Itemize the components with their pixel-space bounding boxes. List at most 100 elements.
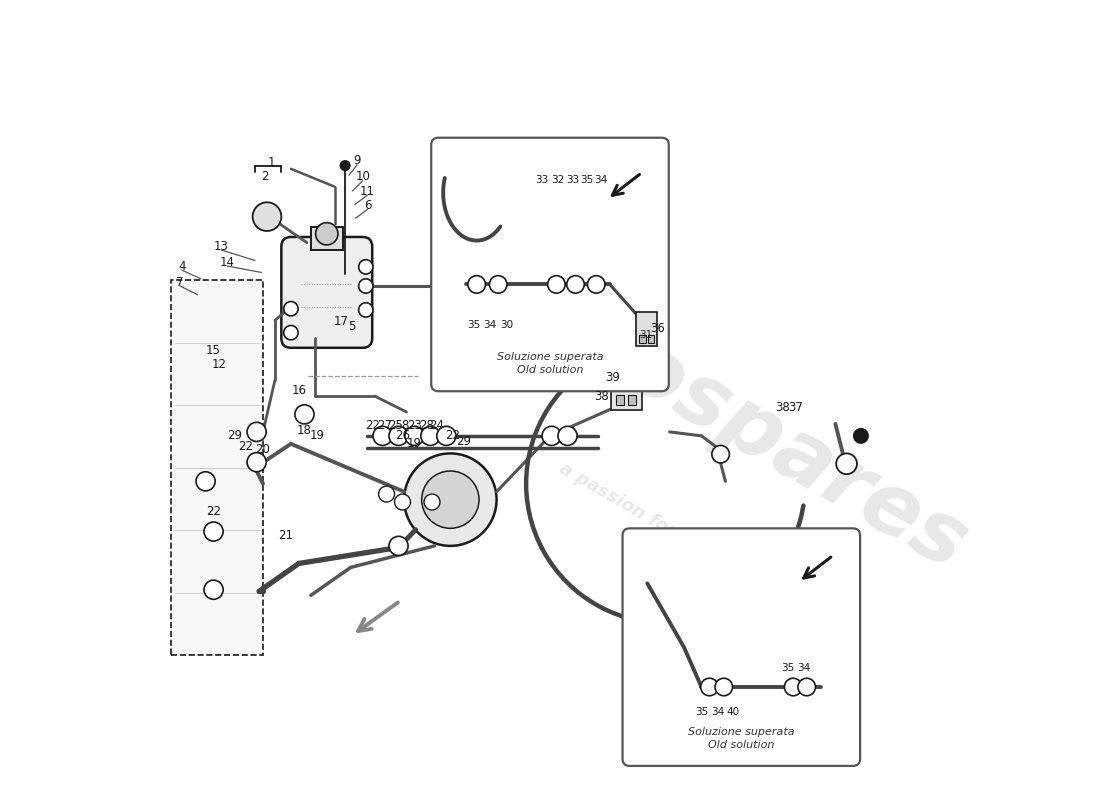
FancyBboxPatch shape <box>623 528 860 766</box>
Circle shape <box>852 428 869 444</box>
Bar <box>172 281 263 655</box>
Text: 17: 17 <box>333 315 349 328</box>
FancyBboxPatch shape <box>431 138 669 391</box>
Text: Old solution: Old solution <box>517 365 583 375</box>
Circle shape <box>558 426 578 446</box>
Text: 34: 34 <box>594 175 607 185</box>
Text: 14: 14 <box>220 256 234 270</box>
Circle shape <box>248 453 266 472</box>
Bar <box>612 376 641 410</box>
Text: 29: 29 <box>456 435 472 448</box>
Text: 22: 22 <box>206 505 221 518</box>
Circle shape <box>359 260 373 274</box>
Text: 35: 35 <box>466 320 480 330</box>
Bar <box>609 307 651 362</box>
Text: 2: 2 <box>261 170 268 183</box>
Text: 30: 30 <box>500 320 514 330</box>
Circle shape <box>836 454 857 474</box>
Text: 11: 11 <box>360 185 375 198</box>
Text: 25: 25 <box>388 419 403 432</box>
Circle shape <box>248 422 266 442</box>
Circle shape <box>798 678 815 696</box>
Circle shape <box>437 426 455 446</box>
Text: 35: 35 <box>695 707 708 717</box>
Text: 27: 27 <box>376 419 392 432</box>
Text: 6: 6 <box>364 199 371 212</box>
Circle shape <box>204 522 223 541</box>
Text: 28: 28 <box>419 419 433 432</box>
Circle shape <box>405 426 424 446</box>
Text: 5: 5 <box>349 320 356 333</box>
Circle shape <box>784 678 802 696</box>
Text: 36: 36 <box>650 322 666 334</box>
Circle shape <box>340 160 351 171</box>
Circle shape <box>378 486 395 502</box>
Bar <box>636 312 657 346</box>
Circle shape <box>316 222 338 245</box>
Bar <box>648 334 654 342</box>
Text: 20: 20 <box>255 443 271 456</box>
Text: 9: 9 <box>353 154 361 167</box>
Circle shape <box>421 471 478 528</box>
Text: 21: 21 <box>278 529 293 542</box>
Text: 34: 34 <box>484 320 497 330</box>
Circle shape <box>404 454 496 546</box>
Text: 34: 34 <box>796 663 810 673</box>
Circle shape <box>542 426 561 446</box>
Text: 33: 33 <box>536 175 549 185</box>
Text: 31: 31 <box>639 330 652 340</box>
Circle shape <box>284 326 298 340</box>
Text: 1: 1 <box>267 156 275 169</box>
Text: eurospares: eurospares <box>469 244 982 588</box>
Text: 24: 24 <box>429 419 444 432</box>
Text: 26: 26 <box>395 430 410 442</box>
Circle shape <box>566 276 584 293</box>
Circle shape <box>421 426 440 446</box>
Text: a passion for parts since 1985: a passion for parts since 1985 <box>557 459 830 628</box>
Text: 33: 33 <box>565 175 579 185</box>
Text: 23: 23 <box>407 419 422 432</box>
Text: 34: 34 <box>711 707 724 717</box>
Text: 22: 22 <box>238 440 253 453</box>
Circle shape <box>424 494 440 510</box>
Text: 40: 40 <box>727 707 740 717</box>
Circle shape <box>701 678 718 696</box>
Text: Soluzione superata: Soluzione superata <box>688 727 794 737</box>
Circle shape <box>196 472 216 491</box>
Circle shape <box>253 202 282 231</box>
Circle shape <box>359 279 373 293</box>
Circle shape <box>468 276 485 293</box>
Bar <box>639 334 646 342</box>
Circle shape <box>548 276 565 293</box>
Bar <box>638 344 647 355</box>
Circle shape <box>715 678 733 696</box>
Circle shape <box>712 446 729 463</box>
Text: Old solution: Old solution <box>708 739 774 750</box>
Bar <box>616 395 624 405</box>
Text: 16: 16 <box>292 384 307 397</box>
Text: 38: 38 <box>776 402 790 414</box>
Text: 35: 35 <box>580 175 593 185</box>
Circle shape <box>389 536 408 555</box>
Text: 39: 39 <box>605 371 619 384</box>
Text: 10: 10 <box>355 170 370 183</box>
Circle shape <box>373 426 392 446</box>
Text: 8: 8 <box>402 419 408 432</box>
Text: 15: 15 <box>206 344 221 357</box>
Circle shape <box>490 276 507 293</box>
Circle shape <box>284 302 298 316</box>
Bar <box>311 227 343 250</box>
Text: 4: 4 <box>178 259 186 273</box>
Text: 22: 22 <box>365 419 381 432</box>
Text: 19: 19 <box>310 430 324 442</box>
Text: 22: 22 <box>446 430 460 442</box>
Text: 12: 12 <box>211 358 227 370</box>
Circle shape <box>359 302 373 317</box>
Circle shape <box>587 276 605 293</box>
FancyBboxPatch shape <box>282 237 372 348</box>
Bar <box>628 395 636 405</box>
Circle shape <box>389 426 408 446</box>
Bar <box>627 344 635 355</box>
Circle shape <box>395 494 410 510</box>
Text: 18: 18 <box>297 424 312 437</box>
